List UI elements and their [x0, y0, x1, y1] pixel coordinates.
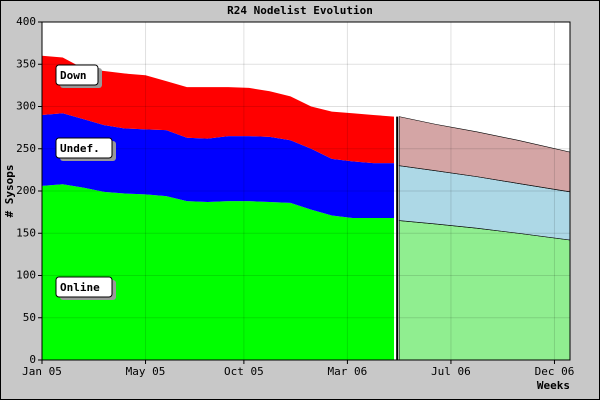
x-tick-label: Jul 06 [431, 365, 471, 378]
x-tick-label: May 05 [126, 365, 166, 378]
y-tick-label: 50 [23, 311, 36, 324]
legend-box [55, 137, 113, 159]
legend-label: Undef. [60, 142, 100, 155]
legend-box [55, 276, 113, 298]
area [42, 184, 394, 360]
legend-label: Down [60, 69, 87, 82]
x-tick-label: Oct 05 [224, 365, 264, 378]
y-tick-label: 0 [29, 353, 36, 366]
plot-frame [41, 21, 571, 361]
legend-label: Online [60, 281, 100, 294]
legend-box [55, 64, 99, 86]
x-axis-label: Weeks [537, 379, 570, 392]
y-tick-label: 150 [16, 226, 36, 239]
x-tick-label: Jan 05 [22, 365, 62, 378]
y-tick-label: 300 [16, 100, 36, 113]
x-tick-label: Dec 06 [535, 365, 575, 378]
y-tick-label: 200 [16, 184, 36, 197]
y-tick-label: 250 [16, 142, 36, 155]
y-tick-label: 100 [16, 269, 36, 282]
forecast-area [398, 220, 571, 361]
x-tick-label: Mar 06 [328, 365, 368, 378]
y-tick-label: 350 [16, 57, 36, 70]
y-tick-label: 400 [16, 15, 36, 28]
area [42, 113, 394, 219]
chart-title: R24 Nodelist Evolution [227, 4, 373, 17]
area [42, 55, 394, 164]
y-axis-label: # Sysops [3, 165, 16, 218]
